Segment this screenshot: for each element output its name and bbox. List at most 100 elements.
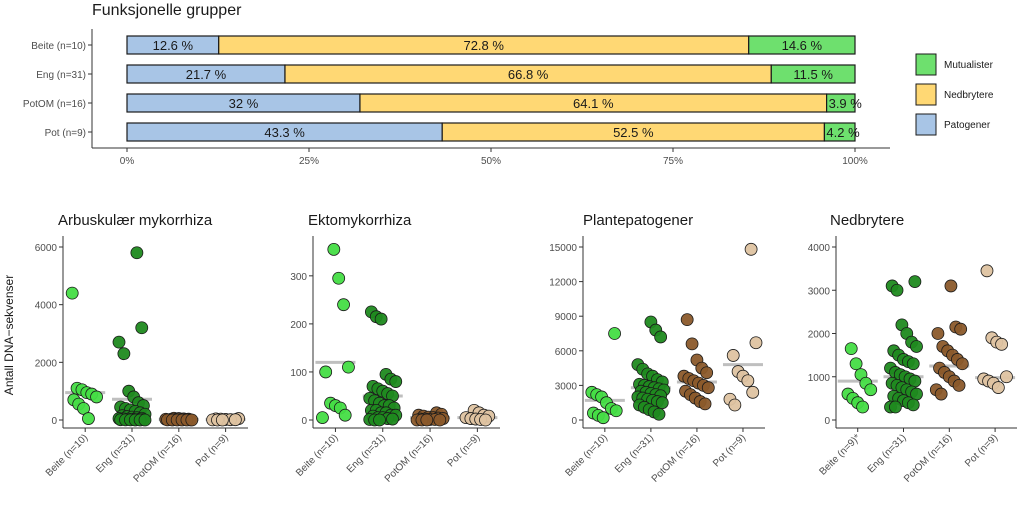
data-point xyxy=(608,327,621,340)
data-label: 14.6 % xyxy=(782,38,823,53)
data-point xyxy=(342,360,355,374)
x-tick-label: 50% xyxy=(481,156,501,167)
data-point xyxy=(373,413,386,427)
data-point xyxy=(728,398,742,412)
data-label: 4.2 % xyxy=(826,125,860,140)
x-tick-label: Pot (n=9) xyxy=(963,432,1000,469)
data-point xyxy=(744,242,758,256)
x-tick-label: Pot (n=9) xyxy=(711,432,748,469)
legend-label: Mutualister xyxy=(944,60,994,71)
panel-title: Plantepatogener xyxy=(583,212,693,229)
y-tick-label: 6000 xyxy=(35,243,58,254)
y-tick-label: 3000 xyxy=(808,286,831,297)
x-tick-label: Eng (n=31) xyxy=(866,432,909,475)
y-tick-label: 0 xyxy=(51,416,57,427)
data-point xyxy=(726,349,740,362)
scatter-panel: Ektomykorrhiza 0 100 200 300 Beite (n=10) Eng … xyxy=(290,212,500,485)
data-label: 32 % xyxy=(229,96,259,111)
y-tick-label: 0 xyxy=(301,416,307,427)
data-point xyxy=(112,335,126,349)
data-label: 12.6 % xyxy=(153,38,194,53)
data-label: 21.7 % xyxy=(186,67,227,82)
data-point xyxy=(741,374,755,388)
data-point xyxy=(856,400,869,414)
x-tick-label: Beite (n=10) xyxy=(563,432,610,479)
data-point xyxy=(910,340,923,353)
data-point xyxy=(680,313,694,327)
data-label: 3.9 % xyxy=(829,96,863,111)
data-point xyxy=(185,413,199,427)
data-point xyxy=(844,342,858,356)
x-tick-label: PotOM (n=16) xyxy=(902,432,954,484)
data-point xyxy=(698,397,712,411)
data-point xyxy=(701,381,715,395)
y-tick-label: 300 xyxy=(290,272,307,283)
y-axis-title: Antall DNA−sekvenser xyxy=(2,275,16,395)
data-point xyxy=(135,321,149,335)
x-tick-label: Beite (n=10) xyxy=(294,432,341,479)
x-tick-label: Pot (n=9) xyxy=(194,432,231,469)
data-label: 11.5 % xyxy=(793,67,833,82)
x-tick-label: Eng (n=31) xyxy=(345,432,388,475)
data-point xyxy=(864,383,878,397)
y-tick-label: 4000 xyxy=(808,243,831,254)
data-point xyxy=(654,330,668,344)
data-point xyxy=(337,298,350,312)
legend-swatch xyxy=(915,113,937,136)
x-tick-label: Eng (n=31) xyxy=(94,432,137,475)
y-tick-label: 3000 xyxy=(555,381,578,392)
data-point xyxy=(319,365,333,379)
y-tick-label: 1000 xyxy=(808,373,831,384)
x-tick-label: PotOM (n=16) xyxy=(132,432,184,484)
y-tick-label: 15000 xyxy=(549,243,577,254)
data-point xyxy=(995,337,1008,351)
bar-segment xyxy=(770,64,856,84)
data-point xyxy=(596,411,610,425)
x-tick-label: 100% xyxy=(842,156,868,167)
y-tick-label: Pot (n=9) xyxy=(45,128,86,139)
bar-segment xyxy=(748,35,856,55)
data-point xyxy=(374,312,388,326)
data-point xyxy=(138,413,152,427)
legend-swatch xyxy=(915,83,937,106)
data-label: 72.8 % xyxy=(463,38,504,53)
data-label: 66.8 % xyxy=(508,67,549,82)
data-point xyxy=(980,264,994,278)
data-point xyxy=(908,275,922,289)
legend-swatch xyxy=(915,53,937,76)
y-tick-label: 2000 xyxy=(35,358,58,369)
data-point xyxy=(890,283,904,297)
data-point xyxy=(215,413,229,427)
y-tick-label: 0 xyxy=(824,416,830,427)
scatter-panels: Antall DNA−sekvenser Arbuskulær mykorrhiz… xyxy=(2,212,1017,485)
data-point xyxy=(609,404,623,418)
data-point xyxy=(332,271,346,285)
scatter-panel: Nedbrytere 0 1000 2000 3000 4000 Beite (n=9)* E… xyxy=(808,212,1017,485)
data-point xyxy=(888,400,902,414)
data-point xyxy=(700,366,714,380)
data-point xyxy=(316,411,329,424)
x-tick-label: 25% xyxy=(299,156,319,167)
data-point xyxy=(389,375,403,388)
y-tick-label: PotOM (n=16) xyxy=(23,99,86,110)
x-tick-label: Beite (n=9)* xyxy=(818,432,863,477)
data-point xyxy=(82,412,95,425)
data-point xyxy=(906,398,920,412)
scatter-panel: Arbuskulær mykorrhiza 0 2000 4000 6000 Beite … xyxy=(35,212,248,485)
data-point xyxy=(906,357,920,371)
x-tick-label: Eng (n=31) xyxy=(613,432,656,475)
data-point xyxy=(655,396,669,410)
y-tick-label: 2000 xyxy=(808,330,831,341)
data-point xyxy=(652,407,666,421)
legend: Mutualister Nedbrytere Patogener xyxy=(915,53,994,136)
y-tick-label: 100 xyxy=(290,368,307,379)
x-tick-label: 0% xyxy=(120,156,135,167)
data-point xyxy=(944,279,958,293)
legend-label: Nedbrytere xyxy=(944,90,994,101)
y-tick-label: Beite (n=10) xyxy=(31,41,86,52)
data-point xyxy=(228,413,242,427)
bar-segment xyxy=(823,122,856,142)
data-point xyxy=(749,336,763,350)
data-point xyxy=(1000,370,1013,384)
x-tick-label: PotOM (n=16) xyxy=(383,432,435,484)
